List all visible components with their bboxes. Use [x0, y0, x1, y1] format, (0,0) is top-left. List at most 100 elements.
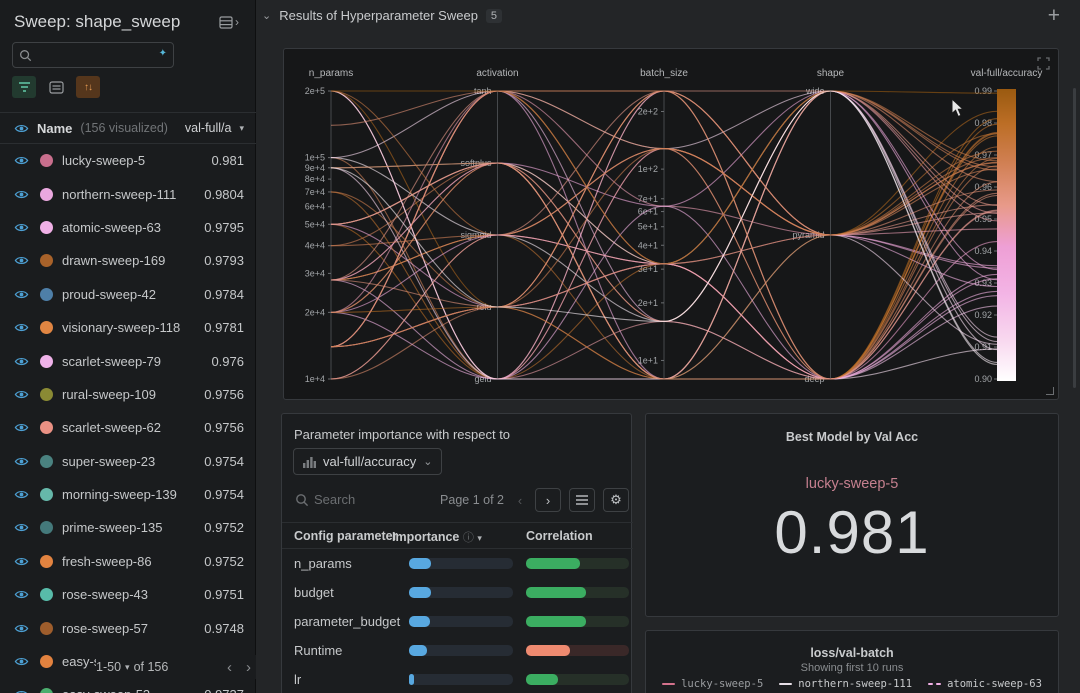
panel-count-badge: 5: [485, 8, 503, 23]
group-runs-button[interactable]: [44, 76, 68, 98]
metric-dropdown[interactable]: val-full/accuracy ⌄: [293, 448, 443, 475]
settings-button[interactable]: ⚙: [603, 488, 629, 512]
section-title[interactable]: Results of Hyperparameter Sweep: [279, 8, 478, 23]
run-search-input[interactable]: [32, 48, 159, 62]
run-name[interactable]: scarlet-sweep-62: [62, 420, 161, 436]
eye-icon[interactable]: [14, 220, 29, 235]
run-metric-value: 0.9781: [204, 320, 244, 336]
eye-icon[interactable]: [14, 253, 29, 268]
eye-icon[interactable]: [14, 654, 29, 669]
svg-text:1e+4: 1e+4: [305, 374, 325, 384]
correlation-bar: [526, 616, 629, 627]
run-row[interactable]: drawn-sweep-169 0.9793: [0, 244, 256, 277]
run-row[interactable]: lucky-sweep-5 0.981: [0, 144, 256, 177]
eye-icon[interactable]: [14, 153, 29, 168]
eye-icon[interactable]: [14, 354, 29, 369]
eye-icon[interactable]: [14, 187, 29, 202]
expand-icon[interactable]: [1037, 57, 1050, 70]
sparkle-icon[interactable]: ✦: [158, 47, 167, 59]
run-search[interactable]: ✦: [12, 42, 174, 68]
run-metric-value: 0.981: [211, 153, 244, 169]
run-row[interactable]: rose-sweep-43 0.9751: [0, 578, 256, 611]
run-row[interactable]: atomic-sweep-63 0.9795: [0, 211, 256, 244]
parallel-coordinates-panel[interactable]: 2e+5 1e+5 9e+4 8e+4 7e+4 6e+4 5e+4 4e+4 3e+4 2e+4…: [283, 48, 1059, 400]
eye-icon[interactable]: [14, 554, 29, 569]
legend-item[interactable]: northern-sweep-111: [779, 678, 912, 690]
run-name[interactable]: drawn-sweep-169: [62, 253, 166, 269]
collapse-section-icon[interactable]: ⌄: [262, 10, 272, 22]
run-row[interactable]: easy-sweep-53 0.9737: [0, 678, 256, 693]
eye-icon[interactable]: [14, 454, 29, 469]
run-name[interactable]: easy-sweep-53: [62, 687, 150, 693]
sort-runs-button[interactable]: ↑↓: [76, 76, 100, 98]
name-column-header: Name: [37, 120, 73, 136]
eye-icon[interactable]: [14, 487, 29, 502]
run-row[interactable]: scarlet-sweep-79 0.976: [0, 344, 256, 377]
run-name[interactable]: morning-sweep-139: [62, 487, 177, 503]
eye-icon[interactable]: [14, 587, 29, 602]
run-name[interactable]: lucky-sweep-5: [62, 153, 146, 169]
eye-icon[interactable]: [14, 287, 29, 302]
add-panel-button[interactable]: +: [1047, 4, 1060, 27]
loss-val-batch-panel[interactable]: loss/val-batch Showing first 10 runs luc…: [645, 630, 1059, 693]
run-row[interactable]: northern-sweep-111 0.9804: [0, 177, 256, 210]
page-range[interactable]: 1-50: [96, 660, 122, 674]
run-row[interactable]: proud-sweep-42 0.9784: [0, 278, 256, 311]
run-metric-value: 0.9795: [204, 219, 244, 235]
eye-icon[interactable]: [14, 420, 29, 435]
importance-table-row[interactable]: parameter_budget: [282, 607, 633, 636]
run-name[interactable]: scarlet-sweep-79: [62, 353, 161, 369]
run-name[interactable]: rural-sweep-109: [62, 386, 156, 402]
importance-table-row[interactable]: lr: [282, 665, 633, 693]
eye-icon[interactable]: [14, 320, 29, 335]
prev-page-button[interactable]: ‹: [227, 658, 232, 676]
resize-handle[interactable]: [1046, 387, 1054, 395]
run-row[interactable]: scarlet-sweep-62 0.9756: [0, 411, 256, 444]
prev-page-button[interactable]: ‹: [517, 492, 523, 508]
run-name[interactable]: visionary-sweep-118: [62, 320, 181, 336]
run-row[interactable]: rural-sweep-109 0.9756: [0, 378, 256, 411]
run-row[interactable]: prime-sweep-135 0.9752: [0, 511, 256, 544]
column-importance[interactable]: Importance ⓘ ▾: [392, 530, 482, 544]
caret-down-icon[interactable]: ▾: [239, 122, 244, 133]
best-run-name[interactable]: lucky-sweep-5: [805, 476, 899, 492]
list-view-button[interactable]: [569, 488, 595, 512]
legend-item[interactable]: atomic-sweep-63: [928, 678, 1042, 690]
run-name[interactable]: prime-sweep-135: [62, 520, 163, 536]
caret-down-icon[interactable]: ▾: [125, 661, 130, 672]
next-page-button[interactable]: ›: [246, 658, 251, 676]
main-scrollbar[interactable]: [1073, 88, 1076, 388]
best-model-panel[interactable]: Best Model by Val Acc lucky-sweep-5 0.98…: [645, 413, 1059, 617]
run-name[interactable]: rose-sweep-43: [62, 587, 148, 603]
run-row[interactable]: fresh-sweep-86 0.9752: [0, 545, 256, 578]
run-row[interactable]: visionary-sweep-118 0.9781: [0, 311, 256, 344]
importance-table-row[interactable]: budget: [282, 578, 633, 607]
run-name[interactable]: rose-sweep-57: [62, 620, 148, 636]
run-name[interactable]: fresh-sweep-86: [62, 553, 152, 569]
runs-table-toggle-button[interactable]: ›: [219, 15, 239, 29]
next-page-button[interactable]: ›: [535, 488, 561, 512]
section-header: ⌄ Results of Hyperparameter Sweep 5: [262, 8, 503, 23]
eye-icon[interactable]: [14, 621, 29, 636]
run-row[interactable]: rose-sweep-57 0.9748: [0, 611, 256, 644]
metric-column-header[interactable]: val-full/a: [184, 121, 232, 135]
run-name[interactable]: atomic-sweep-63: [62, 219, 161, 235]
parallel-coordinates-chart[interactable]: 2e+5 1e+59e+48e+4 7e+4 6e+4 5e+4 4e+4 3e+4 2e+4…: [284, 49, 1058, 399]
legend-item[interactable]: lucky-sweep-5: [662, 678, 763, 690]
run-row[interactable]: morning-sweep-139 0.9754: [0, 478, 256, 511]
eye-icon[interactable]: [14, 520, 29, 535]
run-name[interactable]: northern-sweep-111: [62, 186, 177, 202]
importance-search-input[interactable]: Search: [314, 492, 356, 507]
run-name[interactable]: super-sweep-23: [62, 453, 156, 469]
run-name[interactable]: proud-sweep-42: [62, 286, 156, 302]
filter-runs-button[interactable]: [12, 76, 36, 98]
importance-table-row[interactable]: Runtime: [282, 636, 633, 665]
config-parameter-name: budget: [294, 585, 334, 600]
eye-icon[interactable]: [14, 121, 29, 136]
svg-text:1e+2: 1e+2: [638, 164, 658, 174]
sweep-title: Sweep: shape_sweep: [14, 12, 181, 31]
run-row[interactable]: super-sweep-23 0.9754: [0, 445, 256, 478]
eye-icon[interactable]: [14, 687, 29, 693]
importance-table-row[interactable]: n_params: [282, 549, 633, 578]
eye-icon[interactable]: [14, 387, 29, 402]
